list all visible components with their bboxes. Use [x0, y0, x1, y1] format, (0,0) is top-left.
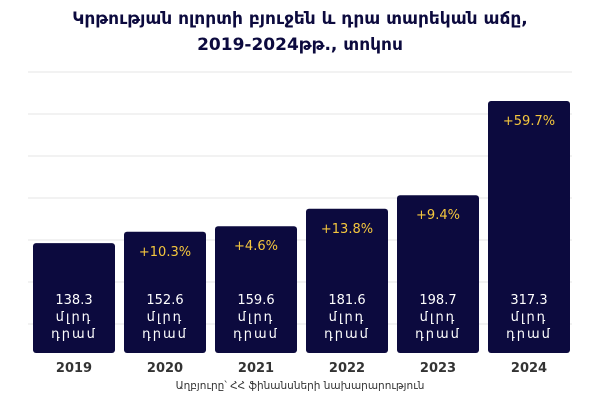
- chart-title-line-2: 2019-2024թթ., տոկոս: [197, 35, 403, 55]
- bar-2020: [124, 231, 206, 353]
- unit-label-line-1: մլրդ: [420, 310, 457, 325]
- unit-label-line-2: դրամ: [324, 327, 370, 342]
- year-label-2022: 2022: [329, 361, 365, 376]
- year-label-2021: 2021: [238, 361, 274, 376]
- growth-label-2022: +13.8%: [321, 222, 373, 237]
- unit-label-line-1: մլրդ: [329, 310, 366, 325]
- bar-2021: [215, 226, 297, 353]
- chart-title-line-1: Կրթության ոլորտի բյուջեն և դրա տարեկան ա…: [72, 9, 528, 29]
- year-label-2020: 2020: [147, 361, 183, 376]
- unit-label-line-2: դրամ: [415, 327, 461, 342]
- value-label-2024: 317.3: [510, 293, 547, 308]
- grid-lines: [28, 71, 572, 325]
- bar-labels: 138.3 մլրդ դրամ 2019 152.6 մլրդ դրամ +10.3% 2020…: [51, 114, 555, 376]
- bars: [33, 101, 570, 353]
- value-label-2019: 138.3: [55, 293, 92, 308]
- value-label-2020: 152.6: [146, 293, 183, 308]
- value-label-2023: 198.7: [419, 293, 456, 308]
- bar-2023: [397, 195, 479, 353]
- unit-label-line-1: մլրդ: [56, 310, 93, 325]
- unit-label-line-1: մլրդ: [147, 310, 184, 325]
- value-label-2022: 181.6: [328, 293, 365, 308]
- unit-label-line-2: դրամ: [506, 327, 552, 342]
- source-note: Աղբյուրը՝ ՀՀ ֆինանսների նախարարություն: [175, 380, 425, 392]
- growth-label-2021: +4.6%: [234, 239, 278, 254]
- unit-label-line-2: դրամ: [51, 327, 97, 342]
- chart-title: Կրթության ոլորտի բյուջեն և դրա տարեկան ա…: [0, 6, 600, 58]
- value-label-2021: 159.6: [237, 293, 274, 308]
- growth-label-2023: +9.4%: [416, 208, 460, 223]
- growth-label-2020: +10.3%: [139, 245, 191, 260]
- year-label-2019: 2019: [56, 361, 92, 376]
- unit-label-line-1: մլրդ: [511, 310, 548, 325]
- year-label-2024: 2024: [511, 361, 547, 376]
- unit-label-line-2: դրամ: [142, 327, 188, 342]
- growth-label-2024: +59.7%: [503, 114, 555, 129]
- unit-label-line-1: մլրդ: [238, 310, 275, 325]
- bar-2024: [488, 101, 570, 353]
- bar-2019: [33, 243, 115, 353]
- unit-label-line-2: դրամ: [233, 327, 279, 342]
- year-label-2023: 2023: [420, 361, 456, 376]
- bar-2022: [306, 208, 388, 353]
